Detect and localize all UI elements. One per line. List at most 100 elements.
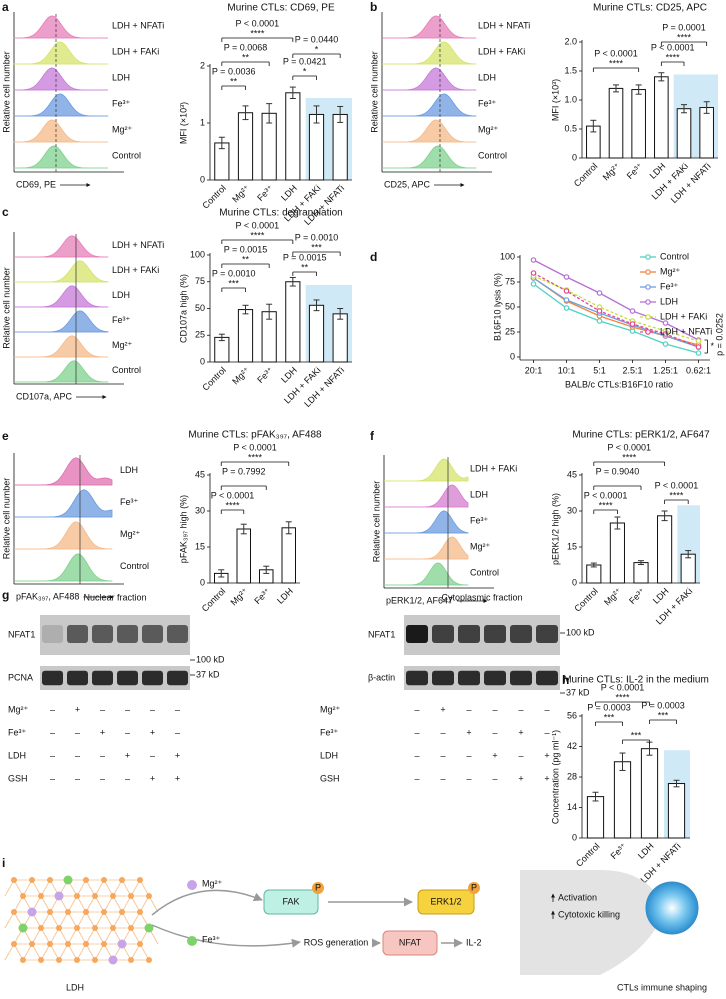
p-value: P = 0.9040 [596,466,640,476]
x-axis-label: pFAK₃₉₇, AF488 [16,591,79,601]
bar [699,107,714,159]
series-point [695,344,702,350]
p-value: P < 0.0001 [584,490,628,500]
chart-title: Murine CTLs: pERK1/2, AF647 [572,430,710,441]
ion-label: Mg²⁺ [202,878,222,888]
histogram-label: LDH + NFATi [112,21,164,31]
lattice-bond [94,879,105,897]
y-tick-label: 75 [505,276,515,286]
arrow [151,924,301,948]
blot-strip [40,666,190,690]
lane-sign: – [544,704,549,714]
significance: *** [311,242,322,252]
lane-sign: – [100,750,105,760]
y-tick-label: 50 [195,303,205,313]
ion-dot [187,936,197,946]
lattice-bond [76,911,87,929]
lane-sign: – [518,750,523,760]
lattice-atom [11,877,17,883]
lane-sign: – [150,750,155,760]
bar [608,87,624,159]
lattice-atom [137,941,143,947]
histogram-label: LDH [470,490,488,500]
x-axis-label: pERK1/2, AF647 [386,595,453,605]
series-line [533,259,699,341]
series-point [563,274,570,280]
legend-marker [645,254,651,260]
y-tick-label: 1.5 [564,65,577,75]
blot-strip [404,615,560,655]
y-tick-label: 50 [505,301,515,311]
x-tick-label: 20:1 [525,365,543,375]
size-marker: 37 kD [196,669,220,679]
histogram-label: Mg²⁺ [112,340,132,350]
lattice-atom [83,877,89,883]
bar [657,515,673,584]
lattice-atom [38,893,44,899]
lane-sign: – [466,773,471,783]
blot-band [458,625,480,643]
legend-label: Fe³⁺ [660,281,679,291]
x-tick-label: Control [572,586,600,614]
lane-sign: – [100,773,105,783]
x-tick-label: LDH [648,161,668,181]
panel-letter: d [370,250,377,264]
chart-title: Murine CTLs: CD25, APC [593,3,707,14]
lane-sign: + [544,750,549,760]
lattice-bond [103,895,114,913]
lattice-bond [31,927,42,945]
lane-sign: – [440,750,445,760]
lattice-atom [144,923,154,933]
histogram-peak [14,489,113,518]
lattice-atom [54,891,64,901]
bar [676,108,692,159]
histogram-label: Control [112,365,141,375]
lattice-bond [94,911,105,929]
bar [667,783,686,839]
significance: **** [669,490,684,500]
error-bar [289,276,296,287]
lattice-bond [121,911,132,929]
x-tick-label: LDH [651,586,671,606]
lane-sign: – [150,704,155,714]
x-tick-label: Fe³⁺ [609,841,629,861]
size-marker: 100 kD [196,654,225,664]
series-line [533,275,699,342]
lane-sign: – [50,727,55,737]
series-line [533,283,699,354]
significance: **** [622,452,637,462]
p-value: P = 0.0010 [295,232,339,242]
panel-letter: a [2,0,9,14]
x-tick-label: Control [572,161,600,189]
lattice-bond [76,895,87,913]
x-axis-label: CD107a, APC [16,391,73,401]
bar [285,281,301,363]
lane-sign: – [466,704,471,714]
lattice-atom [137,909,143,915]
lane-sign: – [50,704,55,714]
lattice-atom [11,941,17,947]
blot-band [536,625,558,643]
error-bar [614,516,621,530]
x-tick-label: LDH [275,586,295,606]
series-point [695,338,702,344]
error-bar [592,791,599,802]
bar [237,112,254,181]
y-tick-label: 0 [200,174,205,184]
lane-sign: + [518,727,523,737]
panel-letter: f [370,429,375,443]
lattice-atom [146,957,152,963]
histogram-peak [384,562,469,586]
significance: *** [658,710,669,720]
lane-sign: – [492,727,497,737]
legend-marker [645,299,651,305]
p-value: P < 0.0001 [236,18,280,28]
node-label: NFAT [399,937,422,947]
lattice-bond [4,879,15,897]
p-value: P = 0.0421 [283,56,327,66]
lattice-label: LDH [66,982,84,992]
panel-letter: h [562,673,569,687]
histogram-peak [13,67,108,91]
lattice-bond [130,911,141,929]
p-value: P < 0.0001 [233,442,277,452]
